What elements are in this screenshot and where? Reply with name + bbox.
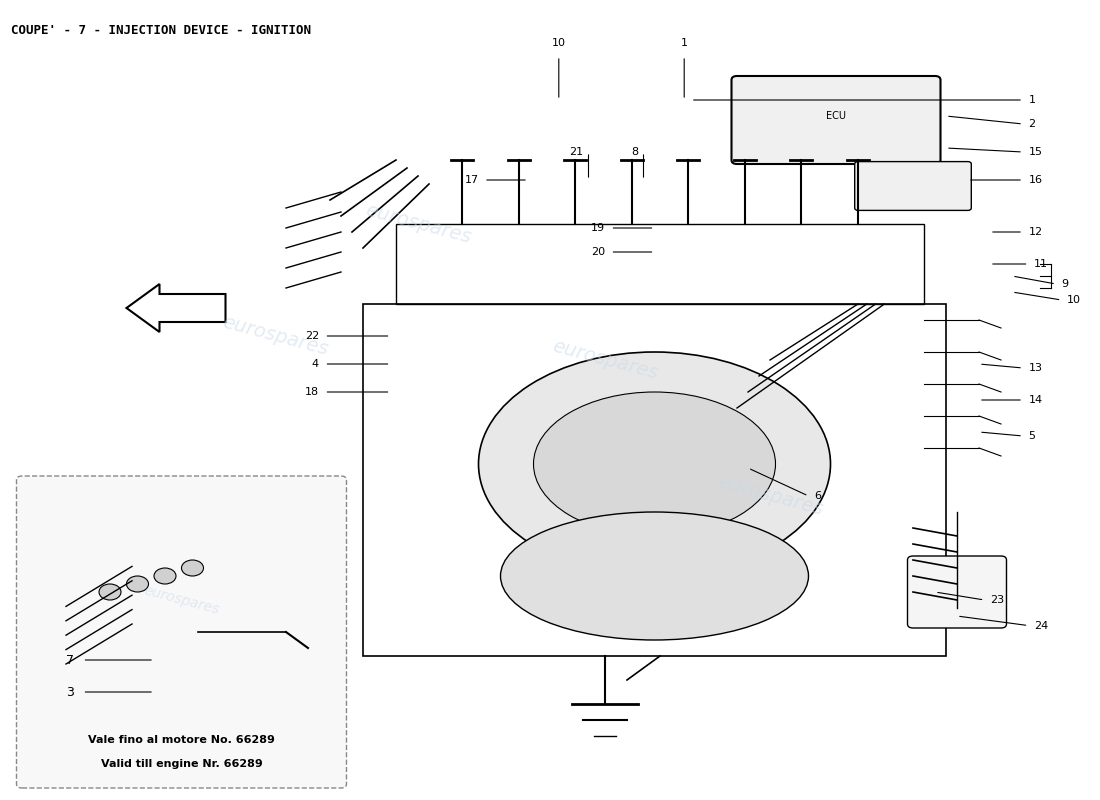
Text: 5: 5: [1028, 431, 1035, 441]
Ellipse shape: [500, 512, 808, 640]
Text: eurospares: eurospares: [220, 313, 330, 359]
Text: 3: 3: [66, 686, 74, 698]
Text: 1: 1: [681, 38, 688, 48]
Circle shape: [182, 560, 204, 576]
Text: 22: 22: [305, 331, 319, 341]
Text: Valid till engine Nr. 66289: Valid till engine Nr. 66289: [100, 759, 263, 769]
Text: 10: 10: [1067, 295, 1081, 305]
Text: 17: 17: [464, 175, 478, 185]
Ellipse shape: [534, 392, 776, 536]
Text: 12: 12: [1028, 227, 1043, 237]
Circle shape: [99, 584, 121, 600]
Text: 16: 16: [1028, 175, 1043, 185]
FancyBboxPatch shape: [732, 76, 940, 164]
Text: 10: 10: [552, 38, 565, 48]
Text: eurospares: eurospares: [142, 583, 221, 617]
Text: ECU: ECU: [826, 111, 846, 121]
Text: 24: 24: [1034, 621, 1048, 630]
FancyBboxPatch shape: [855, 162, 971, 210]
Circle shape: [126, 576, 148, 592]
Text: eurospares: eurospares: [363, 201, 473, 247]
Text: 18: 18: [305, 387, 319, 397]
Text: 19: 19: [591, 223, 605, 233]
Text: 7: 7: [66, 654, 74, 666]
Circle shape: [154, 568, 176, 584]
FancyBboxPatch shape: [908, 556, 1007, 628]
Text: COUPE' - 7 - INJECTION DEVICE - IGNITION: COUPE' - 7 - INJECTION DEVICE - IGNITION: [11, 24, 311, 37]
Text: 15: 15: [1028, 147, 1043, 157]
Text: 21: 21: [569, 147, 583, 157]
Text: 8: 8: [631, 147, 638, 157]
Text: 23: 23: [990, 595, 1004, 605]
Ellipse shape: [478, 352, 830, 576]
Text: 9: 9: [1062, 279, 1068, 289]
Text: 2: 2: [1028, 119, 1035, 129]
Text: eurospares: eurospares: [715, 473, 825, 519]
Text: 11: 11: [1034, 259, 1048, 269]
Text: 13: 13: [1028, 363, 1043, 373]
Text: 20: 20: [591, 247, 605, 257]
FancyBboxPatch shape: [16, 476, 346, 788]
Text: eurospares: eurospares: [550, 337, 660, 383]
Text: 14: 14: [1028, 395, 1043, 405]
Text: 1: 1: [1028, 95, 1035, 105]
Text: Vale fino al motore No. 66289: Vale fino al motore No. 66289: [88, 735, 275, 745]
Text: 6: 6: [814, 491, 821, 501]
Text: 4: 4: [312, 359, 319, 369]
